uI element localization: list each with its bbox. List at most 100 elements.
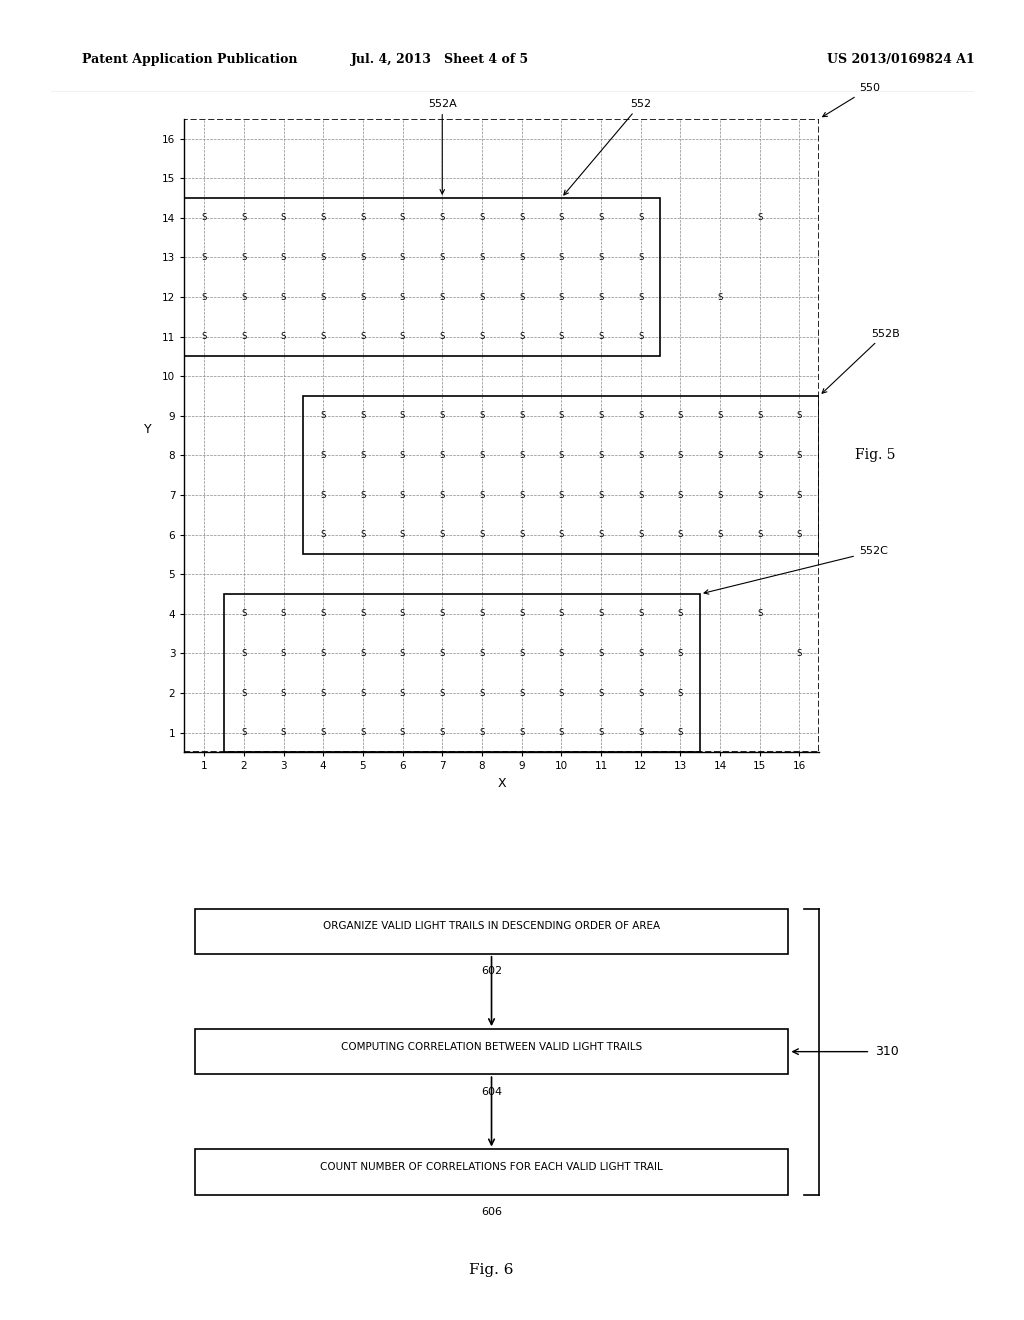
Text: S: S [281, 689, 286, 697]
Text: S: S [242, 333, 247, 341]
Text: S: S [439, 333, 444, 341]
Text: S: S [281, 333, 286, 341]
Text: 550: 550 [822, 83, 880, 116]
Text: S: S [281, 293, 286, 301]
Text: S: S [638, 729, 643, 737]
Text: Fig. 5: Fig. 5 [855, 449, 896, 462]
Text: 552C: 552C [705, 546, 888, 594]
Text: S: S [321, 729, 326, 737]
Text: S: S [519, 253, 524, 261]
Text: S: S [202, 293, 207, 301]
Text: S: S [519, 729, 524, 737]
Text: Fig. 6: Fig. 6 [469, 1263, 514, 1276]
Text: COUNT NUMBER OF CORRELATIONS FOR EACH VALID LIGHT TRAIL: COUNT NUMBER OF CORRELATIONS FOR EACH VA… [321, 1162, 663, 1172]
Text: 552B: 552B [822, 329, 899, 393]
Text: S: S [321, 451, 326, 459]
Text: S: S [479, 333, 484, 341]
Bar [184, 198, 660, 356]
Text: S: S [718, 451, 723, 459]
Text: ORGANIZE VALID LIGHT TRAILS IN DESCENDING ORDER OF AREA: ORGANIZE VALID LIGHT TRAILS IN DESCENDIN… [323, 921, 660, 931]
Text: S: S [559, 293, 564, 301]
Text: S: S [479, 729, 484, 737]
Text: S: S [519, 293, 524, 301]
Text: S: S [242, 689, 247, 697]
Text: S: S [678, 531, 683, 539]
Text: S: S [321, 253, 326, 261]
Text: S: S [321, 531, 326, 539]
Text: S: S [559, 451, 564, 459]
Text: S: S [400, 729, 406, 737]
Bar [195, 1030, 788, 1074]
Text: S: S [242, 214, 247, 222]
Text: S: S [321, 333, 326, 341]
Text: S: S [678, 412, 683, 420]
Text: S: S [559, 531, 564, 539]
Text: S: S [360, 729, 366, 737]
Text: S: S [400, 491, 406, 499]
Bar [224, 594, 700, 752]
Text: S: S [242, 649, 247, 657]
Text: S: S [519, 333, 524, 341]
Text: S: S [479, 649, 484, 657]
Text: S: S [559, 491, 564, 499]
Text: S: S [598, 610, 603, 618]
Text: S: S [321, 491, 326, 499]
Text: S: S [479, 253, 484, 261]
Text: S: S [757, 214, 762, 222]
Text: S: S [757, 412, 762, 420]
Text: S: S [400, 649, 406, 657]
Text: S: S [678, 729, 683, 737]
Text: Jul. 4, 2013   Sheet 4 of 5: Jul. 4, 2013 Sheet 4 of 5 [351, 53, 529, 66]
Text: S: S [400, 253, 406, 261]
Text: S: S [519, 214, 524, 222]
Text: S: S [479, 610, 484, 618]
Text: S: S [242, 610, 247, 618]
Text: S: S [400, 531, 406, 539]
Text: S: S [598, 729, 603, 737]
Text: S: S [400, 333, 406, 341]
Text: S: S [638, 333, 643, 341]
Text: S: S [519, 451, 524, 459]
Text: S: S [439, 649, 444, 657]
Text: S: S [757, 451, 762, 459]
Text: S: S [559, 214, 564, 222]
Text: S: S [519, 649, 524, 657]
Text: S: S [281, 214, 286, 222]
Text: S: S [439, 491, 444, 499]
Y-axis label: Y: Y [144, 422, 152, 436]
Text: S: S [638, 451, 643, 459]
Text: S: S [797, 412, 802, 420]
Text: S: S [718, 412, 723, 420]
Text: S: S [598, 649, 603, 657]
Text: S: S [559, 649, 564, 657]
Text: S: S [678, 451, 683, 459]
Text: S: S [718, 491, 723, 499]
Text: S: S [281, 253, 286, 261]
Text: S: S [598, 689, 603, 697]
Text: S: S [360, 451, 366, 459]
Text: S: S [519, 412, 524, 420]
Text: S: S [559, 253, 564, 261]
Text: S: S [559, 729, 564, 737]
Text: S: S [321, 610, 326, 618]
Text: S: S [400, 412, 406, 420]
Text: S: S [360, 689, 366, 697]
Text: S: S [598, 531, 603, 539]
Text: S: S [479, 214, 484, 222]
Text: S: S [242, 293, 247, 301]
Bar [195, 1150, 788, 1195]
Text: S: S [797, 649, 802, 657]
Text: S: S [360, 412, 366, 420]
Text: S: S [678, 689, 683, 697]
Text: S: S [439, 214, 444, 222]
Text: S: S [638, 214, 643, 222]
Text: S: S [400, 214, 406, 222]
Text: S: S [757, 531, 762, 539]
Text: COMPUTING CORRELATION BETWEEN VALID LIGHT TRAILS: COMPUTING CORRELATION BETWEEN VALID LIGH… [341, 1041, 642, 1052]
Text: S: S [638, 689, 643, 697]
Text: S: S [757, 491, 762, 499]
Text: S: S [479, 491, 484, 499]
Text: S: S [360, 293, 366, 301]
X-axis label: X: X [498, 777, 506, 789]
Text: S: S [360, 610, 366, 618]
